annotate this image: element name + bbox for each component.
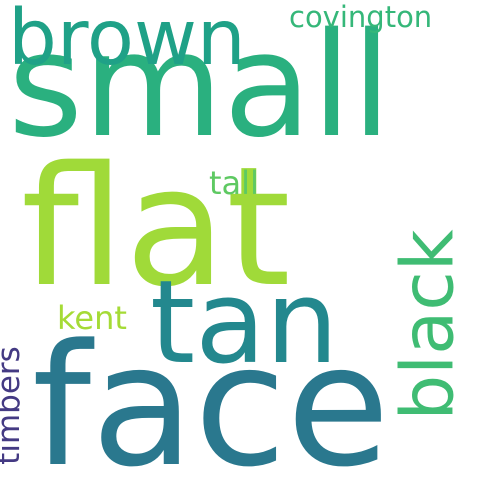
- word-covington: covington: [289, 0, 433, 34]
- word-black: black: [385, 229, 470, 421]
- word-small: small: [8, 1, 392, 169]
- word-kent: kent: [57, 299, 127, 337]
- word-tall: tall: [209, 164, 259, 202]
- word-flat: flat: [21, 131, 291, 323]
- word-tan: tan: [150, 256, 339, 390]
- word-brown: brown: [8, 0, 246, 83]
- word-timbers: timbers: [0, 346, 27, 465]
- word-face: face: [32, 308, 390, 500]
